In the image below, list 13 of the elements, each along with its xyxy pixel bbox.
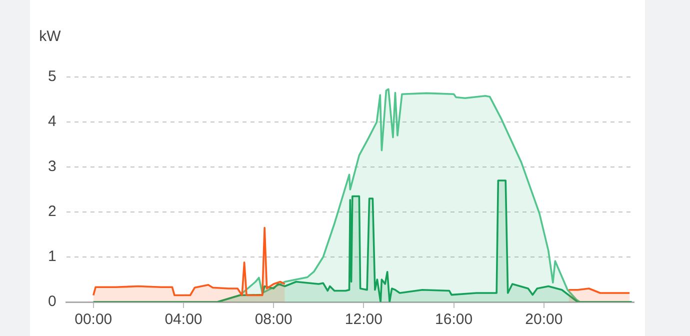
y-tick-label: 2 bbox=[48, 203, 56, 220]
x-tick-label: 00:00 bbox=[74, 311, 112, 328]
x-tick-label: 20:00 bbox=[525, 311, 563, 328]
y-tick-label: 0 bbox=[48, 293, 56, 310]
y-tick-label: 3 bbox=[48, 158, 56, 176]
x-tick-label: 12:00 bbox=[344, 311, 382, 328]
y-tick-label: 4 bbox=[48, 113, 56, 130]
y-tick-label: 1 bbox=[48, 248, 56, 266]
y-tick-label: 5 bbox=[48, 68, 56, 86]
x-tick-label: 04:00 bbox=[164, 311, 202, 328]
y-axis-title: kW bbox=[39, 28, 62, 46]
x-tick-label: 16:00 bbox=[435, 311, 473, 328]
x-tick-label: 08:00 bbox=[254, 311, 292, 328]
